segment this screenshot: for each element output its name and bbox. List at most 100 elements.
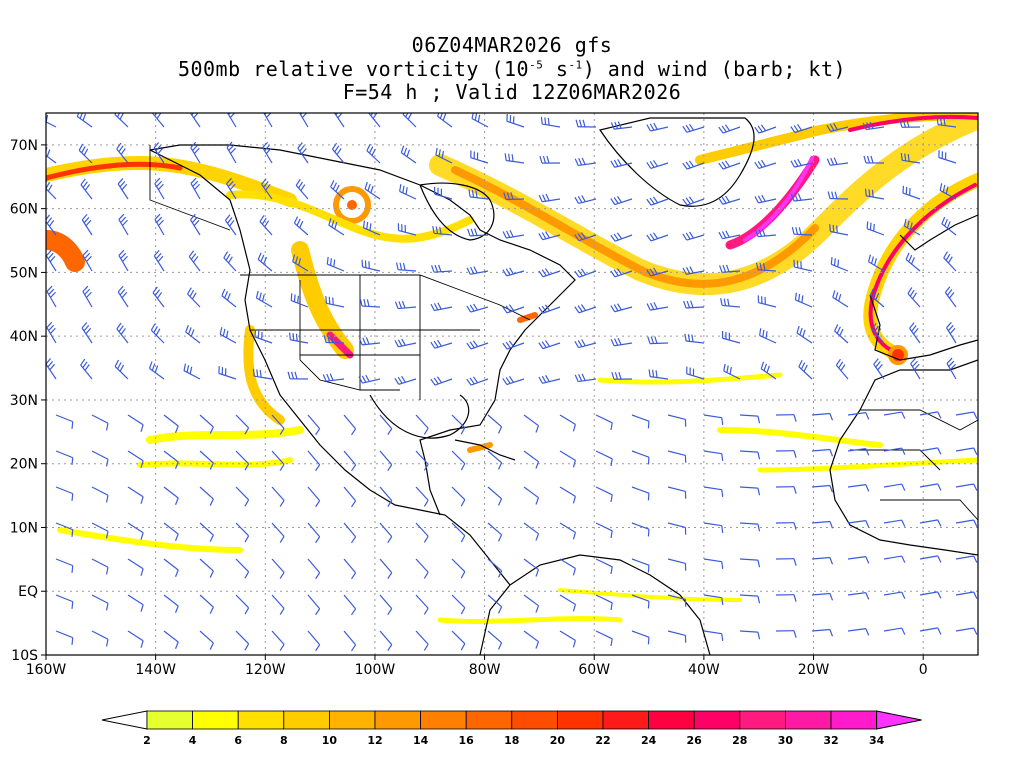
wind-barb: [55, 630, 74, 645]
wind-barb: [219, 327, 237, 344]
title-exponent-2: -1: [568, 58, 583, 72]
wind-barb: [703, 414, 724, 426]
wind-barb: [826, 157, 849, 166]
wind-barb: [379, 558, 393, 580]
wind-barb: [343, 486, 357, 508]
wind-barb: [343, 450, 357, 472]
wind-barb: [394, 375, 417, 385]
wind-barb: [379, 630, 393, 652]
wind-barb: [271, 486, 285, 507]
wind-barb: [163, 450, 179, 470]
wind-barb: [574, 157, 597, 167]
wind-barb: [775, 630, 797, 638]
y-tick-label: 20N: [10, 457, 38, 473]
y-tick-label: 40N: [10, 329, 38, 345]
title-line-2: 500mb relative vorticity (10-5 s-1) and …: [0, 57, 1024, 81]
wind-barb: [262, 141, 273, 164]
wind-barb: [523, 558, 540, 577]
wind-barb: [919, 627, 942, 635]
wind-barb: [829, 224, 849, 236]
wind-barb: [91, 594, 109, 611]
wind-barb: [91, 558, 109, 575]
wind-barb: [506, 114, 525, 128]
wind-barb: [955, 519, 978, 527]
wind-barb: [847, 484, 870, 492]
wind-barb: [46, 214, 57, 236]
wind-barb: [811, 628, 834, 637]
wind-barb: [847, 448, 870, 456]
wind-barb: [667, 522, 687, 535]
wind-barb: [502, 267, 525, 277]
wind-barb: [415, 558, 429, 579]
wind-barb: [902, 185, 921, 200]
wind-barb: [864, 188, 885, 200]
wind-barb: [127, 558, 144, 576]
wind-barb: [117, 178, 129, 200]
colorbar-label: 18: [504, 734, 519, 747]
wind-barb: [684, 333, 705, 344]
wind-barb: [595, 630, 613, 647]
wind-barb: [199, 594, 214, 614]
wind-barb: [199, 450, 214, 470]
wind-barb: [907, 287, 921, 308]
wind-barb: [46, 285, 57, 308]
wind-barb: [343, 630, 357, 652]
wind-barb: [361, 259, 381, 272]
wind-barb: [487, 414, 503, 434]
wind-barb: [451, 594, 466, 615]
wind-barb: [574, 268, 597, 278]
wind-barb: [955, 447, 978, 455]
wind-barb: [847, 628, 870, 636]
wind-barb: [703, 558, 724, 570]
wind-barb: [610, 232, 633, 242]
wind-barb: [703, 594, 724, 606]
wind-barb: [610, 303, 633, 313]
wind-barb: [883, 627, 906, 635]
wind-barb: [667, 630, 687, 643]
wind-barb: [754, 194, 777, 204]
wind-barb: [379, 486, 393, 508]
wind-barb: [538, 268, 561, 278]
wind-barb: [791, 226, 813, 236]
wind-barb: [790, 193, 813, 202]
wind-barb: [610, 337, 633, 347]
wind-barb: [152, 286, 165, 308]
wind-barb: [271, 630, 285, 651]
wind-barb: [148, 361, 165, 380]
wind-barb: [466, 340, 489, 350]
wind-barb: [199, 486, 214, 506]
wind-barb: [114, 359, 129, 380]
colorbar-swatch: [328, 710, 376, 730]
wind-barb: [703, 522, 724, 534]
wind-barb: [451, 486, 466, 507]
wind-barb: [648, 369, 669, 380]
wind-barb: [559, 594, 576, 612]
wind-barb: [55, 486, 74, 501]
wind-barb: [883, 483, 906, 491]
wind-barb: [359, 298, 381, 308]
wind-barb: [78, 143, 93, 164]
title-line-3: F=54 h ; Valid 12Z06MAR2026: [342, 80, 682, 104]
wind-barb: [271, 450, 285, 471]
wind-barb: [703, 630, 724, 642]
wind-barb: [862, 121, 885, 131]
map-axes: 160W 140W 120W 100W 80W 60W 40W 20W 0 70N 60N 50N 40…: [10, 138, 928, 678]
wind-barb: [559, 630, 576, 648]
wind-barb: [415, 414, 429, 435]
x-tick-label: 0: [919, 662, 928, 678]
wind-barb: [910, 357, 921, 380]
wind-barb: [399, 184, 417, 200]
wind-barb: [523, 522, 540, 541]
wind-barb: [394, 338, 417, 348]
wind-barb: [46, 321, 57, 344]
wind-barb: [811, 556, 834, 565]
wind-barb: [221, 288, 237, 308]
wind-barb: [271, 414, 285, 435]
wind-barb: [946, 321, 957, 344]
wind-barb: [939, 183, 957, 200]
wind-barb: [775, 414, 797, 422]
wind-barb: [154, 213, 165, 236]
wind-barb: [794, 292, 813, 308]
wind-barb: [226, 177, 237, 200]
wind-barb: [847, 592, 870, 600]
